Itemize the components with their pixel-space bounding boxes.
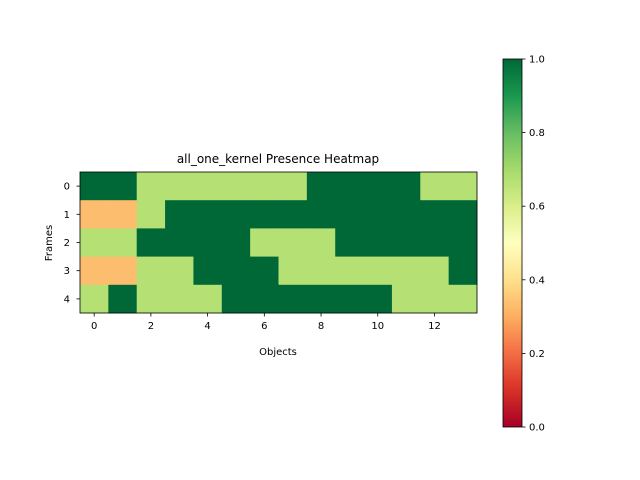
x-tick-label: 4 xyxy=(204,321,210,332)
heatmap-cell xyxy=(391,172,421,201)
heatmap-cell xyxy=(391,228,421,257)
y-axis-ticks: 0 1 2 3 4 xyxy=(64,182,80,305)
heatmap-cell xyxy=(335,256,364,286)
heatmap-cell xyxy=(165,256,194,286)
heatmap-cell xyxy=(306,228,336,257)
heatmap-cell xyxy=(108,256,138,286)
y-axis-label: Frames xyxy=(44,225,55,261)
heatmap-cell xyxy=(420,200,450,229)
colorbar-tick-label: 0.4 xyxy=(529,275,545,286)
heatmap-cell xyxy=(420,172,450,201)
x-tick-label: 6 xyxy=(261,321,267,332)
heatmap-cell xyxy=(363,228,393,257)
heatmap-cell xyxy=(250,200,279,229)
heatmap-cell xyxy=(250,172,279,201)
heatmap-cell xyxy=(420,256,450,286)
heatmap-cell xyxy=(108,172,138,201)
heatmap-cell xyxy=(165,172,194,201)
y-tick-label: 2 xyxy=(64,238,70,249)
heatmap-cell xyxy=(335,228,364,257)
heatmap-cell xyxy=(448,172,478,201)
x-tick-label: 12 xyxy=(428,321,441,332)
x-axis-label: Objects xyxy=(259,347,297,358)
heatmap-cell xyxy=(108,200,138,229)
colorbar-tick-label: 0.6 xyxy=(529,202,545,213)
heatmap-cell xyxy=(448,256,478,286)
x-tick-label: 8 xyxy=(318,321,324,332)
heatmap-cell xyxy=(221,284,251,314)
heatmap-cell xyxy=(363,256,393,286)
y-tick-label: 1 xyxy=(64,210,70,221)
y-tick-label: 3 xyxy=(64,266,70,277)
heatmap-cell xyxy=(278,256,308,286)
heatmap-cell xyxy=(250,256,279,286)
y-tick-label: 4 xyxy=(64,294,70,305)
heatmap-cell xyxy=(391,200,421,229)
heatmap-cell xyxy=(278,284,308,314)
heatmap-cell xyxy=(391,284,421,314)
heatmap-cell xyxy=(136,284,166,314)
heatmap-cell xyxy=(448,200,478,229)
chart-title: all_one_kernel Presence Heatmap xyxy=(177,152,379,166)
y-tick-label: 0 xyxy=(64,182,70,193)
heatmap-cell xyxy=(391,256,421,286)
heatmap-cell xyxy=(80,228,109,257)
heatmap-cell xyxy=(363,200,393,229)
colorbar xyxy=(502,58,523,428)
heatmap-cells xyxy=(80,172,478,314)
heatmap-cell xyxy=(221,228,251,257)
heatmap-cell xyxy=(165,284,194,314)
x-tick-label: 10 xyxy=(371,321,384,332)
heatmap-cell xyxy=(80,200,109,229)
colorbar-tick-label: 0.2 xyxy=(529,349,545,360)
heatmap-cell xyxy=(221,172,251,201)
heatmap-cell xyxy=(165,228,194,257)
heatmap-cell xyxy=(193,284,223,314)
heatmap-cell xyxy=(306,284,336,314)
heatmap-cell xyxy=(448,284,478,314)
heatmap-cell xyxy=(221,256,251,286)
heatmap-cell xyxy=(193,172,223,201)
heatmap-cell xyxy=(306,256,336,286)
heatmap-cell xyxy=(193,256,223,286)
x-tick-label: 2 xyxy=(148,321,154,332)
heatmap-cell xyxy=(335,284,364,314)
heatmap-cell xyxy=(136,172,166,201)
colorbar-ticks: 0.0 0.2 0.4 0.6 0.8 1.0 xyxy=(522,55,545,434)
heatmap-cell xyxy=(108,284,138,314)
heatmap-cell xyxy=(80,256,109,286)
heatmap-cell xyxy=(221,200,251,229)
heatmap-cell xyxy=(363,172,393,201)
colorbar-tick-label: 0.0 xyxy=(529,423,545,434)
heatmap-cell xyxy=(250,228,279,257)
heatmap-cell xyxy=(420,284,450,314)
heatmap-cell xyxy=(363,284,393,314)
heatmap-cell xyxy=(193,228,223,257)
heatmap-cell xyxy=(278,228,308,257)
x-tick-label: 0 xyxy=(91,321,97,332)
heatmap-cell xyxy=(136,256,166,286)
heatmap-cell xyxy=(108,228,138,257)
heatmap-cell xyxy=(448,228,478,257)
colorbar-tick-label: 1.0 xyxy=(529,55,545,66)
heatmap-cell xyxy=(80,172,109,201)
heatmap-cell xyxy=(250,284,279,314)
heatmap-cell xyxy=(306,172,336,201)
heatmap-cell xyxy=(278,172,308,201)
heatmap-cell xyxy=(306,200,336,229)
heatmap-cell xyxy=(193,200,223,229)
heatmap-cell xyxy=(335,200,364,229)
colorbar-tick-label: 0.8 xyxy=(529,128,545,139)
heatmap-cell xyxy=(278,200,308,229)
heatmap-cell xyxy=(136,200,166,229)
heatmap-cell xyxy=(335,172,364,201)
x-axis-ticks: 0 2 4 6 8 10 12 xyxy=(91,313,441,332)
heatmap-cell xyxy=(136,228,166,257)
heatmap-cell xyxy=(165,200,194,229)
heatmap-cell xyxy=(420,228,450,257)
heatmap-cell xyxy=(80,284,109,314)
